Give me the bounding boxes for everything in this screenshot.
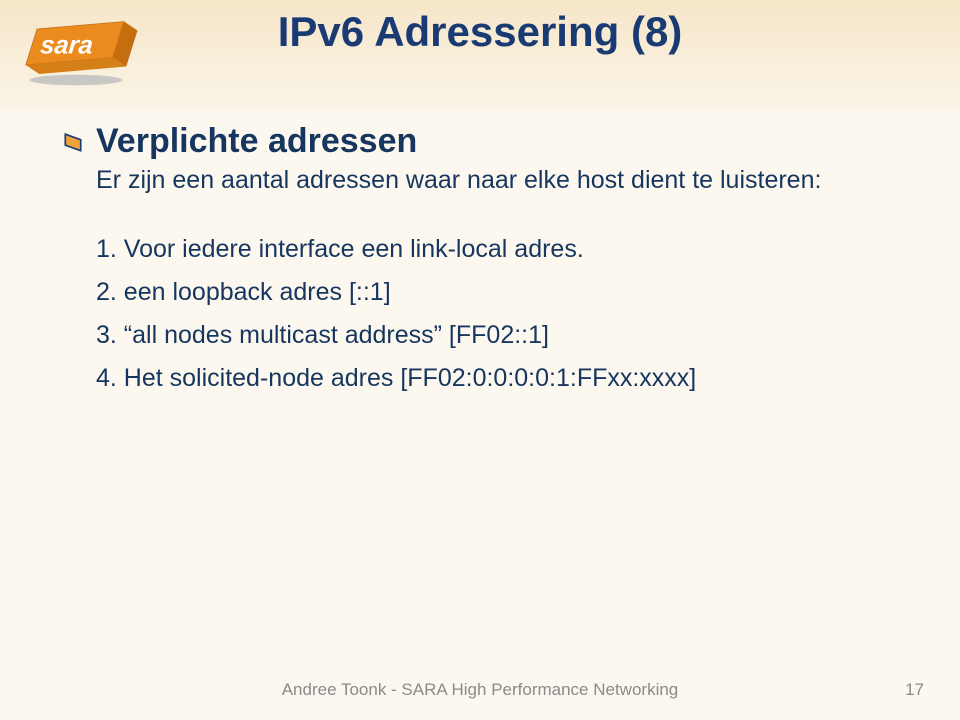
numbered-list: 1. Voor iedere interface een link-local … [96, 230, 900, 397]
footer-text: Andree Toonk - SARA High Performance Net… [0, 680, 960, 700]
page-number: 17 [905, 680, 924, 700]
slide-title: IPv6 Adressering (8) [0, 8, 960, 56]
subtext-line: Er zijn een aantal adressen waar naar el… [96, 165, 900, 196]
slide-body: Verplichte adressen Er zijn een aantal a… [62, 122, 900, 401]
list-item: 2. een loopback adres [::1] [96, 273, 900, 312]
bullet-icon [62, 132, 84, 154]
bullet-label: Verplichte adressen [96, 122, 417, 161]
list-item: 4. Het solicited-node adres [FF02:0:0:0:… [96, 359, 900, 398]
list-item: 3. “all nodes multicast address” [FF02::… [96, 316, 900, 355]
list-item: 1. Voor iedere interface een link-local … [96, 230, 900, 269]
bullet-subtext: Er zijn een aantal adressen waar naar el… [62, 165, 900, 196]
slide: sara IPv6 Adressering (8) Verplichte adr… [0, 0, 960, 720]
bullet-row: Verplichte adressen [62, 122, 900, 161]
